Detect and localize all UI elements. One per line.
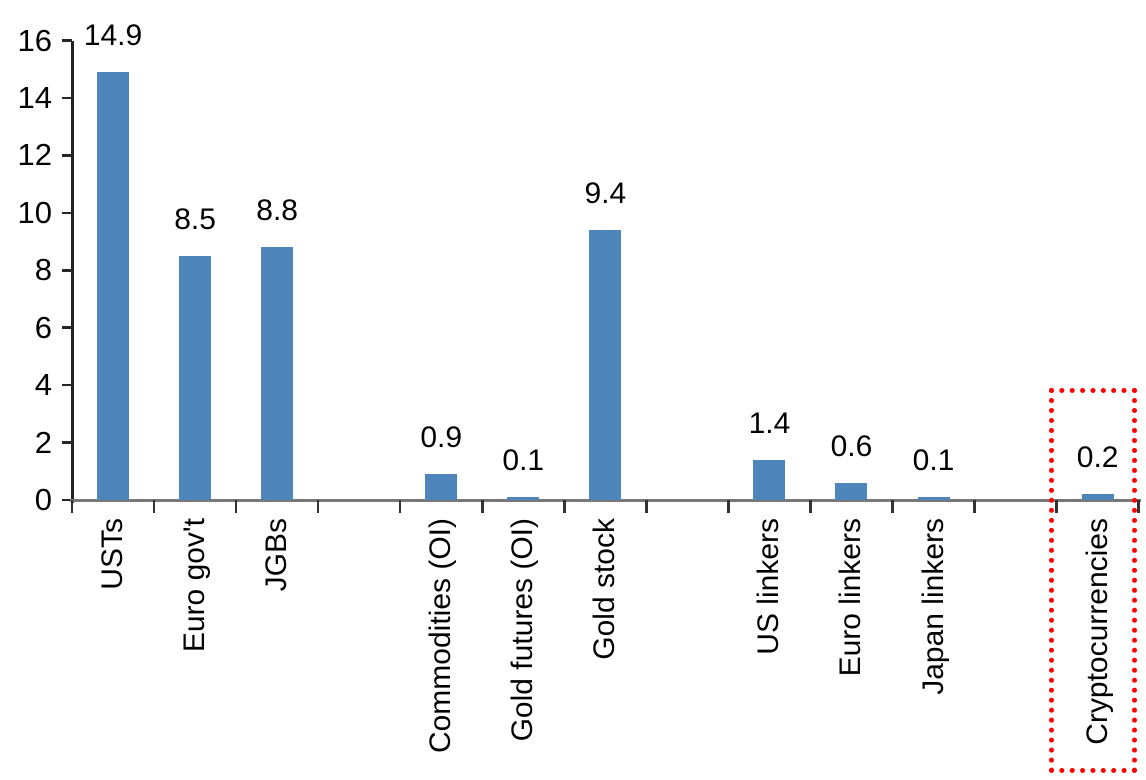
y-tick-label: 2 (34, 424, 52, 460)
bar (261, 247, 294, 500)
x-tick (563, 500, 566, 513)
x-tick (1055, 500, 1058, 513)
y-tick (62, 39, 72, 42)
x-tick (1137, 500, 1140, 513)
y-tick-label: 16 (17, 22, 52, 58)
category-label-wrap: Japan linkers (893, 518, 975, 780)
y-tick-label: 4 (34, 367, 52, 403)
x-tick (973, 500, 976, 513)
category-label: Gold futures (OI) (506, 518, 540, 742)
bar (507, 497, 540, 500)
category-label-wrap: Commodities (OI) (400, 518, 482, 780)
bar (179, 255, 212, 500)
category-label: Gold stock (588, 518, 622, 660)
y-tick-label: 8 (34, 252, 52, 288)
bar-value-label: 14.9 (83, 19, 143, 53)
x-tick (481, 500, 484, 513)
category-label-wrap: Euro gov't (154, 518, 236, 780)
x-tick (234, 500, 238, 513)
category-label-wrap: JGBs (236, 518, 318, 780)
bar-value-label: 0.1 (912, 444, 955, 478)
y-tick (62, 326, 72, 329)
x-tick (727, 500, 730, 513)
bar-value-label: 8.5 (174, 202, 216, 236)
category-label-wrap: Gold futures (OI) (482, 518, 564, 780)
x-tick (316, 500, 320, 513)
category-label-wrap: Euro linkers (810, 518, 892, 780)
bar (1081, 494, 1114, 500)
x-tick (809, 500, 812, 513)
highlight-box (1048, 388, 1137, 773)
y-tick (62, 269, 72, 272)
x-tick (891, 500, 894, 513)
y-tick-label: 14 (17, 79, 52, 115)
bar-value-label: 0.9 (420, 421, 463, 455)
y-tick (62, 383, 72, 387)
bar (835, 482, 868, 500)
y-tick (62, 96, 72, 100)
bar-value-label: 9.4 (584, 177, 627, 211)
x-axis-line (70, 498, 1141, 502)
bar (97, 72, 130, 500)
category-label: Euro gov't (178, 518, 212, 653)
bar (917, 497, 950, 500)
category-label: USTs (96, 518, 130, 590)
category-label: Commodities (OI) (424, 518, 458, 754)
bar-value-label: 8.8 (256, 194, 298, 228)
bar-value-label: 1.4 (748, 406, 791, 440)
x-tick (645, 500, 648, 513)
category-label: Japan linkers (916, 518, 950, 695)
x-tick (398, 500, 402, 513)
bar-value-label: 0.6 (830, 429, 873, 463)
y-tick-label: 6 (34, 309, 52, 345)
category-label-wrap: Gold stock (564, 518, 646, 780)
y-tick-label: 12 (17, 137, 52, 173)
y-tick (62, 441, 72, 444)
bar (425, 474, 458, 500)
category-label-wrap: USTs (72, 518, 154, 780)
category-label: JGBs (260, 518, 294, 592)
category-label-wrap: US linkers (728, 518, 810, 780)
y-tick (62, 154, 72, 157)
y-axis-line (70, 40, 74, 503)
y-tick-label: 0 (34, 482, 52, 517)
x-tick (152, 500, 156, 513)
y-tick (62, 498, 72, 502)
category-label: Euro linkers (834, 518, 868, 677)
bar (753, 459, 786, 500)
y-tick-label: 10 (17, 194, 52, 230)
bar (589, 230, 622, 500)
bar-value-label: 0.1 (502, 444, 545, 478)
y-tick (62, 211, 72, 215)
x-tick (70, 500, 74, 513)
category-label: US linkers (752, 518, 786, 655)
bar-value-label: 0.2 (1076, 441, 1119, 475)
